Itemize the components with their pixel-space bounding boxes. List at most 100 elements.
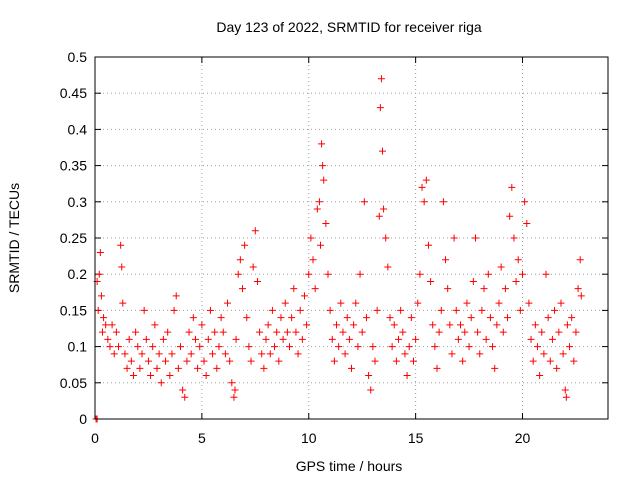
data-point	[221, 350, 229, 358]
data-point	[151, 321, 159, 329]
data-point	[243, 314, 251, 322]
data-point	[174, 364, 182, 372]
data-point	[189, 314, 197, 322]
x-tick-label: 10	[301, 430, 317, 446]
data-point	[459, 357, 467, 365]
data-point	[168, 350, 176, 358]
data-point	[442, 256, 450, 264]
data-point	[305, 270, 313, 278]
data-point	[294, 350, 302, 358]
data-point	[324, 270, 332, 278]
data-point	[224, 299, 232, 307]
data-point	[108, 321, 116, 329]
data-point	[311, 285, 319, 293]
data-point	[388, 343, 396, 351]
data-point	[206, 306, 214, 314]
data-point	[390, 321, 398, 329]
data-point	[181, 393, 189, 401]
data-point	[343, 314, 351, 322]
data-point	[290, 285, 298, 293]
data-point	[418, 183, 426, 191]
data-point	[112, 328, 120, 336]
data-point	[457, 321, 465, 329]
data-point	[166, 372, 174, 380]
data-point	[358, 328, 366, 336]
data-point	[211, 328, 219, 336]
data-point	[335, 343, 343, 351]
data-point	[288, 314, 296, 322]
data-point	[463, 299, 471, 307]
data-point	[337, 299, 345, 307]
data-point	[117, 241, 125, 249]
data-point	[371, 357, 379, 365]
data-point	[375, 212, 383, 220]
y-tick-label: 0.3	[68, 194, 88, 210]
data-point	[536, 372, 544, 380]
data-point	[115, 343, 123, 351]
data-point	[249, 263, 257, 271]
data-point	[275, 357, 283, 365]
data-point	[281, 299, 289, 307]
data-point	[339, 328, 347, 336]
data-point	[354, 343, 362, 351]
data-point	[159, 335, 167, 343]
data-point	[315, 198, 323, 206]
x-tick-label: 5	[198, 430, 206, 446]
data-point	[102, 321, 110, 329]
data-point	[333, 321, 341, 329]
data-point	[403, 372, 411, 380]
data-point	[296, 306, 304, 314]
data-point	[328, 335, 336, 343]
data-point	[125, 335, 133, 343]
data-point	[300, 292, 308, 300]
data-point	[380, 205, 388, 213]
data-point	[444, 285, 452, 293]
data-point	[538, 328, 546, 336]
data-point	[266, 350, 274, 358]
data-point	[236, 256, 244, 264]
data-point	[352, 299, 360, 307]
data-point	[98, 328, 106, 336]
data-point	[476, 350, 484, 358]
y-tick-label: 0.5	[68, 49, 88, 65]
data-point	[262, 335, 270, 343]
data-point	[546, 357, 554, 365]
data-point	[127, 357, 135, 365]
data-point	[313, 205, 321, 213]
data-point	[469, 277, 477, 285]
data-point	[465, 343, 473, 351]
data-point	[318, 140, 326, 148]
data-point	[268, 306, 276, 314]
data-point	[283, 328, 291, 336]
data-point	[384, 263, 392, 271]
data-point	[429, 321, 437, 329]
data-point	[484, 270, 492, 278]
data-point	[427, 277, 435, 285]
chart-title: Day 123 of 2022, SRMTID for receiver rig…	[216, 19, 482, 35]
data-point	[420, 198, 428, 206]
data-points	[92, 75, 585, 423]
data-point	[422, 176, 430, 184]
data-point	[326, 306, 334, 314]
data-point	[123, 364, 131, 372]
data-point	[142, 335, 150, 343]
data-point	[96, 248, 104, 256]
data-point	[519, 270, 526, 278]
data-point	[551, 306, 559, 314]
y-tick-label: 0.1	[68, 339, 88, 355]
data-point	[365, 372, 373, 380]
data-point	[177, 343, 184, 351]
data-point	[183, 357, 191, 365]
data-point	[97, 292, 105, 300]
data-point	[232, 335, 240, 343]
data-point	[414, 299, 422, 307]
data-point	[238, 285, 246, 293]
data-point	[320, 176, 328, 184]
data-point	[362, 314, 370, 322]
data-point	[433, 364, 441, 372]
data-point	[330, 357, 338, 365]
data-point	[345, 335, 353, 343]
data-point	[298, 335, 306, 343]
data-point	[577, 292, 585, 300]
data-point	[279, 335, 287, 343]
